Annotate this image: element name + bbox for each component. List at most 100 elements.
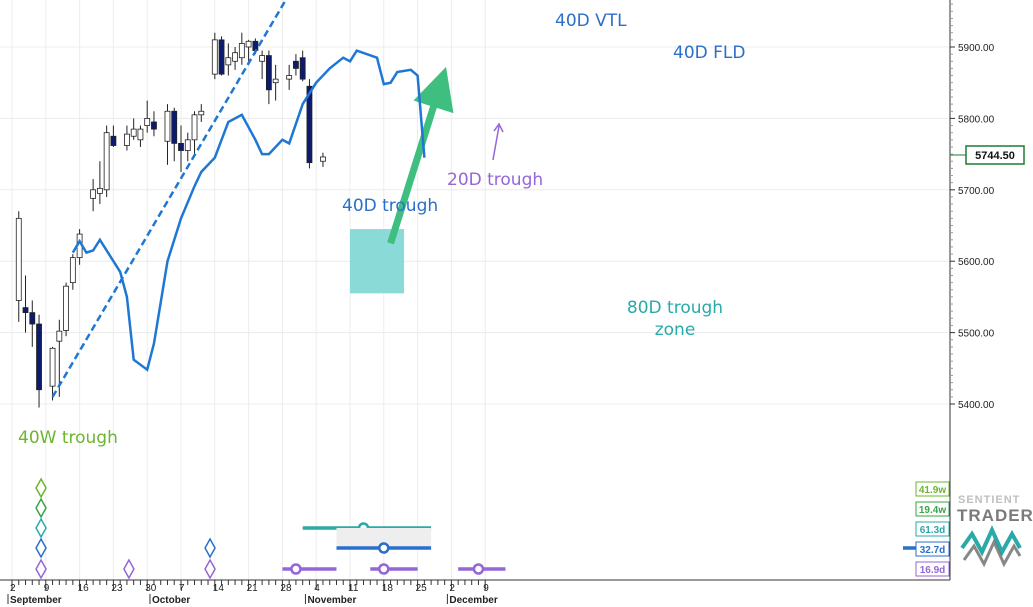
annotation-40d-fld: 40D FLD [673, 43, 745, 63]
candle-body [96, 187, 103, 194]
candle-body [191, 114, 198, 141]
cycle-badge-label: 32.7d [920, 545, 946, 556]
candle-body [29, 312, 36, 325]
annotation-40d-vtl: 40D VTL [555, 11, 627, 31]
trough-diamond-marker [35, 558, 47, 580]
candle-body [265, 55, 272, 91]
candle-body [225, 57, 232, 66]
candle-body [164, 110, 171, 142]
month-label: December [449, 595, 497, 606]
y-tick-label: 5700.00 [958, 186, 995, 197]
projection-arrow [387, 66, 454, 245]
fld-line [71, 49, 426, 372]
candle-body [198, 110, 205, 116]
cycle-badge-box [915, 501, 950, 517]
cycle-badge-box [915, 541, 950, 557]
x-tick-label: 9 [483, 583, 489, 594]
annotation-40w-trough: 40W trough [18, 428, 118, 448]
candle-body [130, 128, 137, 137]
cycle-trough-estimate [378, 563, 390, 575]
candle-body [36, 323, 42, 391]
brand-wave-icon [960, 525, 1022, 557]
candle-body [293, 60, 299, 69]
annotation-80d-trough: 80D trough [627, 298, 723, 318]
trough-pointer-arrow [492, 125, 500, 161]
y-tick-label: 5900.00 [958, 43, 995, 54]
x-tick-label: 28 [280, 583, 292, 594]
candle-body [22, 307, 29, 314]
x-tick-label: 21 [247, 583, 259, 594]
cycle-badge-box [915, 521, 950, 537]
candle-body [232, 52, 238, 62]
cycle-badges: 41.9w 19.4w 61.3d 32.7d 16.9d [915, 481, 950, 577]
cycle-indicators [35, 477, 950, 580]
x-tick-label: 9 [44, 583, 50, 594]
cycle-badge-label: 61.3d [920, 525, 946, 536]
month-label: October [152, 595, 190, 606]
candle-body [272, 78, 279, 84]
x-tick-label: 30 [145, 583, 157, 594]
x-tick-label: 18 [382, 583, 394, 594]
candle-body [299, 57, 306, 80]
current-price-marker: 5744.50 [950, 145, 1025, 165]
grid [0, 0, 950, 580]
candle-body [178, 142, 184, 151]
candle-body [211, 39, 218, 75]
y-tick-label: 5500.00 [958, 329, 995, 340]
cycle-badge-label: 16.9d [920, 565, 946, 576]
x-tick-label: 7 [179, 583, 185, 594]
x-tick-label: 2 [10, 583, 16, 594]
brand-line-1: SENTIENT [958, 494, 1020, 506]
axes: 5400.00 5500.00 5600.00 5700.00 5800.00 5900.… [0, 0, 995, 606]
cycle-badge-box [915, 481, 950, 497]
y-tick-label: 5400.00 [958, 400, 995, 411]
current-price-label: 5744.50 [975, 150, 1015, 162]
trough-zone-layer [350, 66, 454, 294]
candle-body [110, 135, 117, 146]
candle-body [238, 43, 245, 59]
brand-logo: SENTIENT TRADER [957, 494, 1033, 568]
x-tick-label: 25 [416, 583, 428, 594]
candle-body [252, 40, 259, 51]
x-tick-label: 11 [348, 583, 359, 594]
cycle-range-shade [336, 528, 432, 548]
candle-body [56, 330, 63, 342]
candle-body [90, 189, 97, 199]
trough-diamond-marker [35, 477, 47, 499]
candle-body [184, 139, 191, 151]
trough-zone-box [350, 229, 405, 294]
candle-body [144, 118, 151, 126]
month-label: November [307, 595, 356, 606]
candle-body [245, 40, 252, 48]
candle-body [15, 217, 22, 301]
cycle-trough-estimate [472, 563, 485, 575]
candle-body [218, 39, 225, 75]
series-lines [51, 0, 426, 398]
x-tick-label: 14 [213, 583, 225, 594]
x-tick-label: 2 [449, 583, 455, 594]
trough-diamond-marker [35, 517, 47, 539]
annotations: 40W trough 40D trough 20D trough 40D VTL… [18, 11, 745, 448]
x-tick-label: 23 [111, 583, 123, 594]
candle-body [137, 128, 144, 141]
candle-body [49, 347, 56, 387]
candles [15, 32, 326, 408]
month-label: September [10, 595, 62, 606]
cycle-trough-estimate [290, 563, 302, 575]
cycle-badge-label: 19.4w [919, 505, 946, 516]
y-tick-label: 5600.00 [958, 257, 995, 268]
trough-diamond-marker [35, 497, 47, 519]
annotation-20d-trough: 20D trough [447, 170, 543, 190]
cycle-badge-label: 41.9w [919, 485, 946, 496]
candle-body [63, 285, 69, 331]
candle-body [69, 257, 76, 284]
cycle-trough-estimate [378, 542, 390, 554]
candle-body [171, 110, 178, 144]
candle-body [286, 75, 293, 80]
brand-line-2: TRADER [957, 506, 1033, 525]
cycle-badge-box [915, 561, 950, 577]
annotation-zone: zone [655, 320, 696, 340]
candle-body [320, 156, 326, 162]
trough-diamond-marker [204, 537, 216, 559]
